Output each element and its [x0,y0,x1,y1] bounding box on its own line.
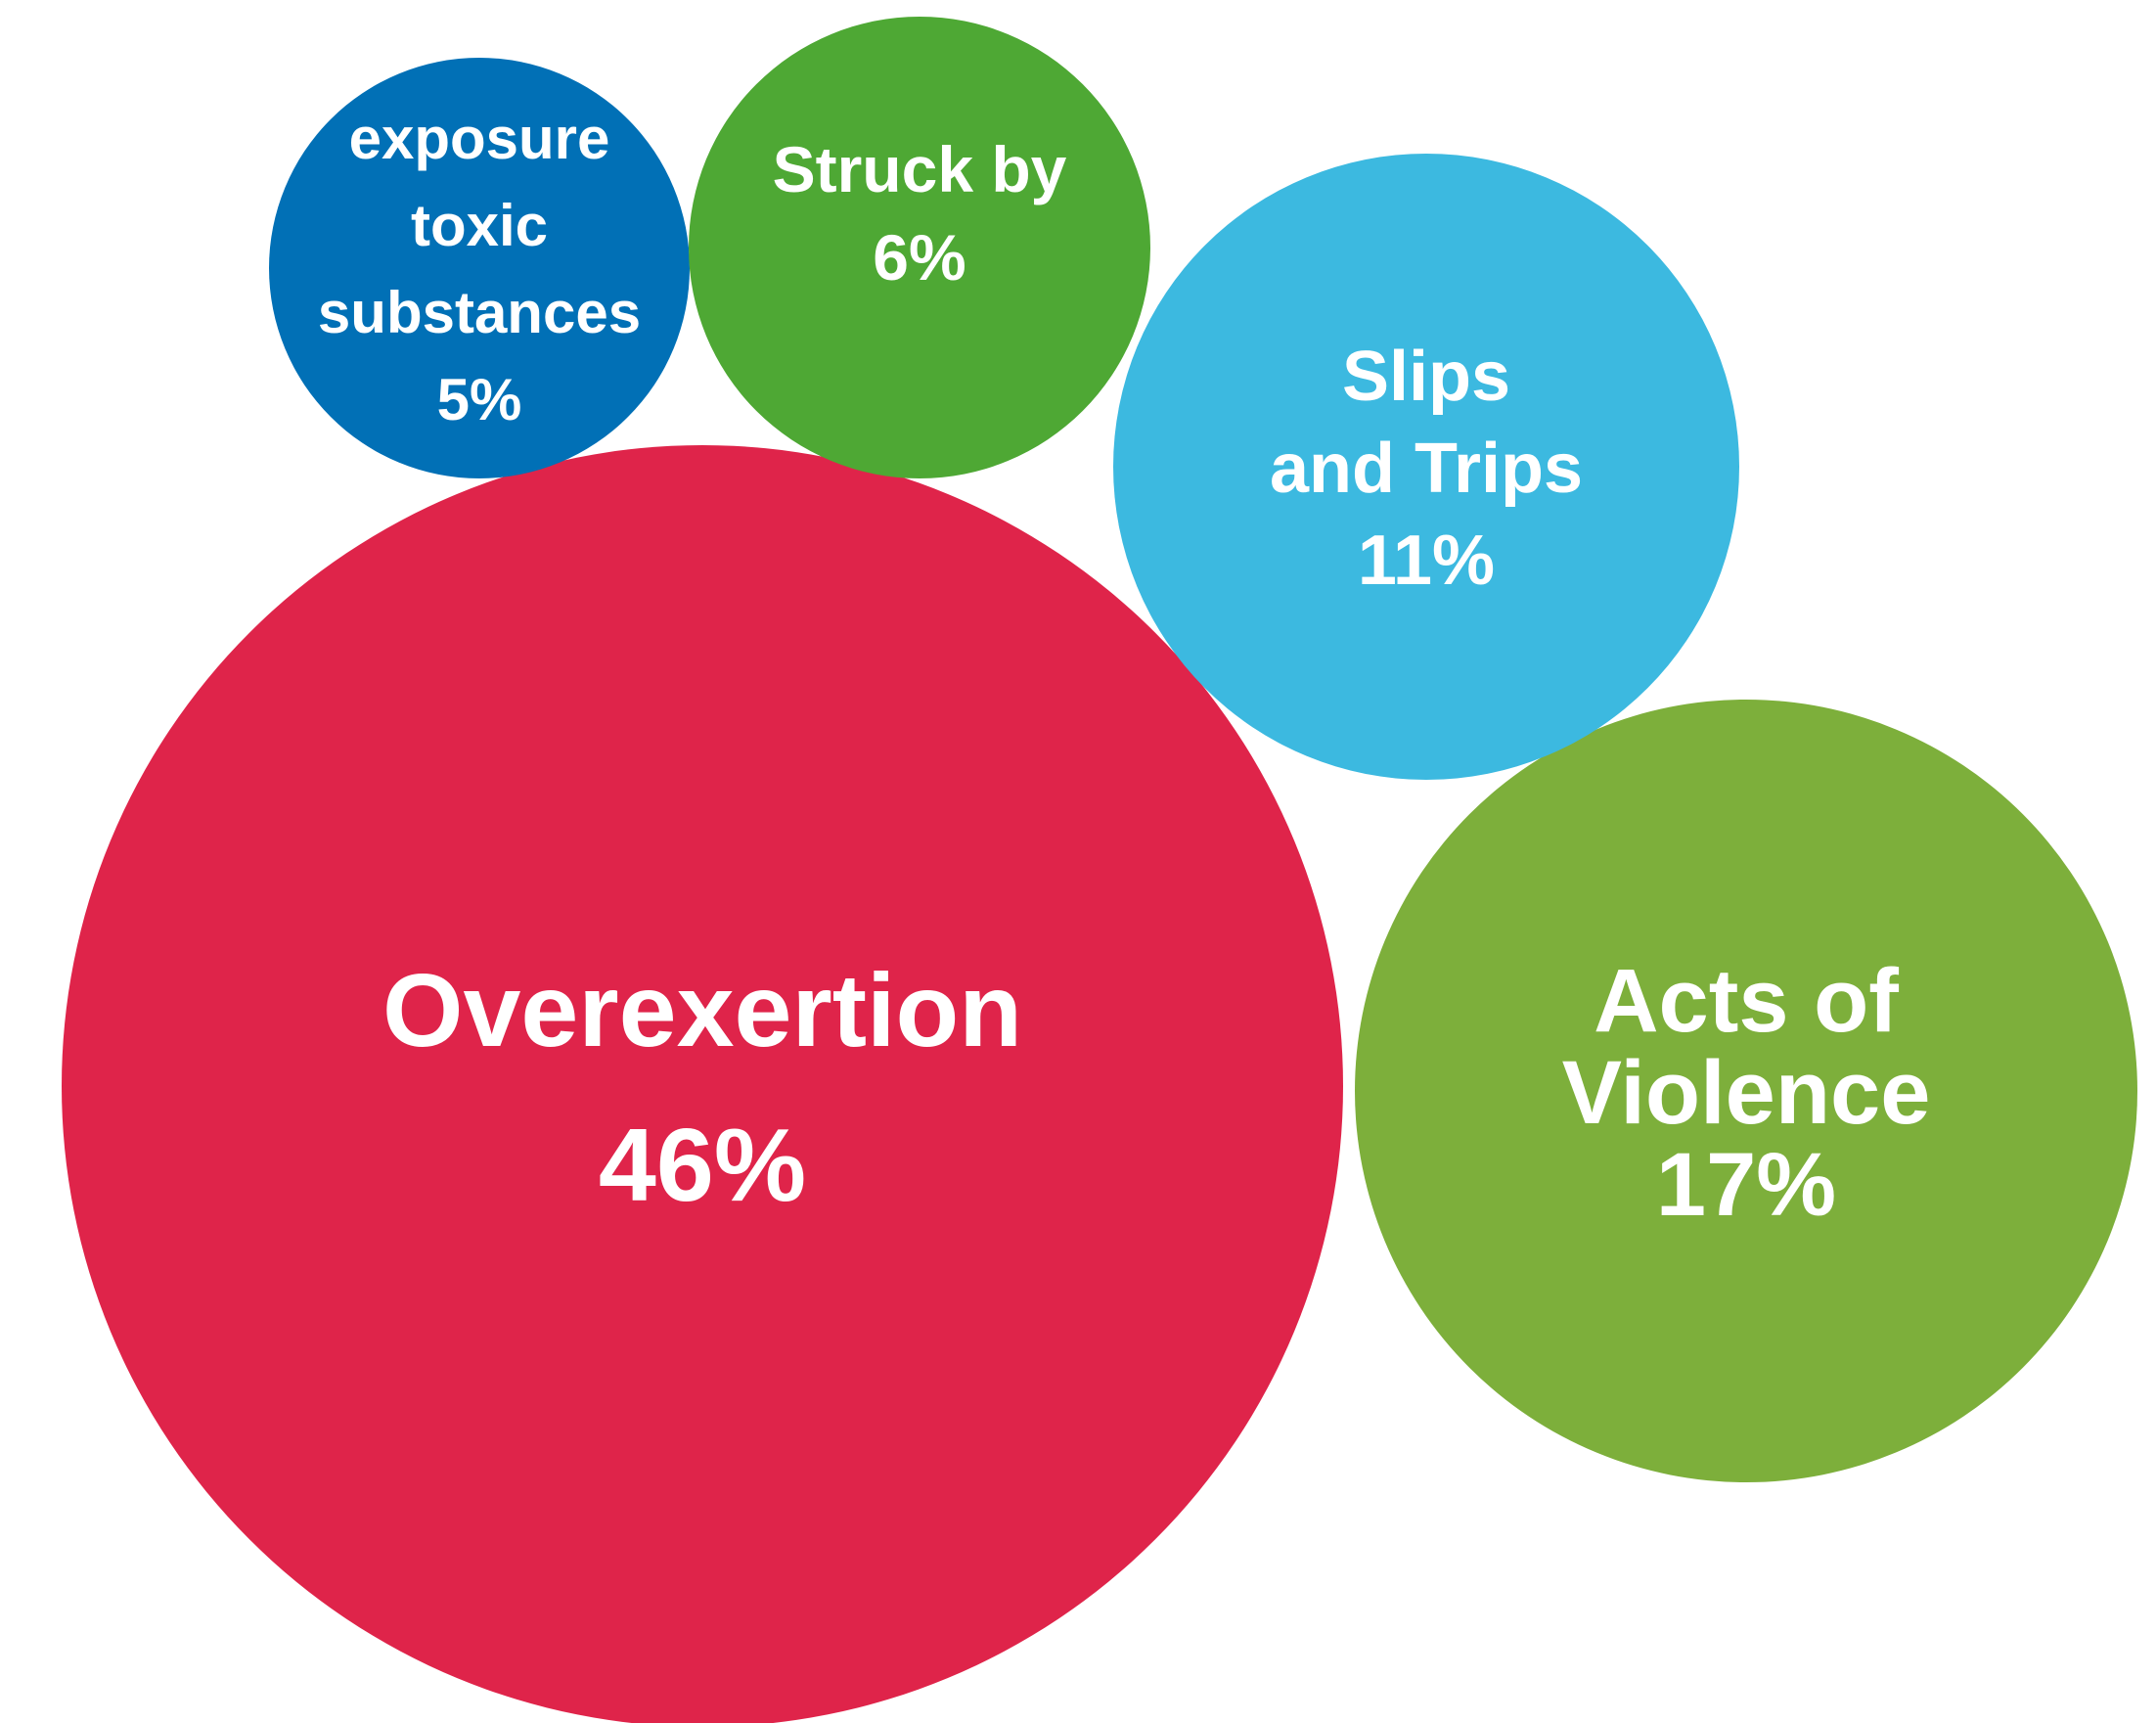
bubble-label-slips-and-trips: and Trips [1270,430,1583,508]
bubble-label-acts-of-violence: Violence [1562,1043,1931,1143]
bubble-label-struck-by: Struck by [773,133,1067,205]
bubble-label-exposure-toxic-substances: toxic [411,193,548,258]
bubble-label-exposure-toxic-substances: exposure [349,106,610,171]
bubble-struck-by: Struck by 6% [689,17,1150,478]
bubble-circle-overexertion [62,445,1343,1723]
bubble-value-overexertion: 46% [599,1108,806,1223]
bubble-label-slips-and-trips: Slips [1342,338,1510,416]
bubble-value-struck-by: 6% [873,221,966,294]
bubble-label-overexertion: Overexertion [382,953,1022,1068]
bubble-value-acts-of-violence: 17% [1656,1135,1836,1235]
bubble-slips-and-trips: Slips and Trips 11% [1113,154,1739,780]
bubble-label-acts-of-violence: Acts of [1594,951,1899,1051]
bubble-value-exposure-toxic-substances: 5% [437,367,522,432]
bubble-value-slips-and-trips: 11% [1358,521,1495,600]
bubble-exposure-toxic-substances: exposure toxic substances 5% [269,58,690,478]
bubble-overexertion: Overexertion 46% [62,445,1343,1723]
bubble-label-exposure-toxic-substances: substances [318,280,641,345]
